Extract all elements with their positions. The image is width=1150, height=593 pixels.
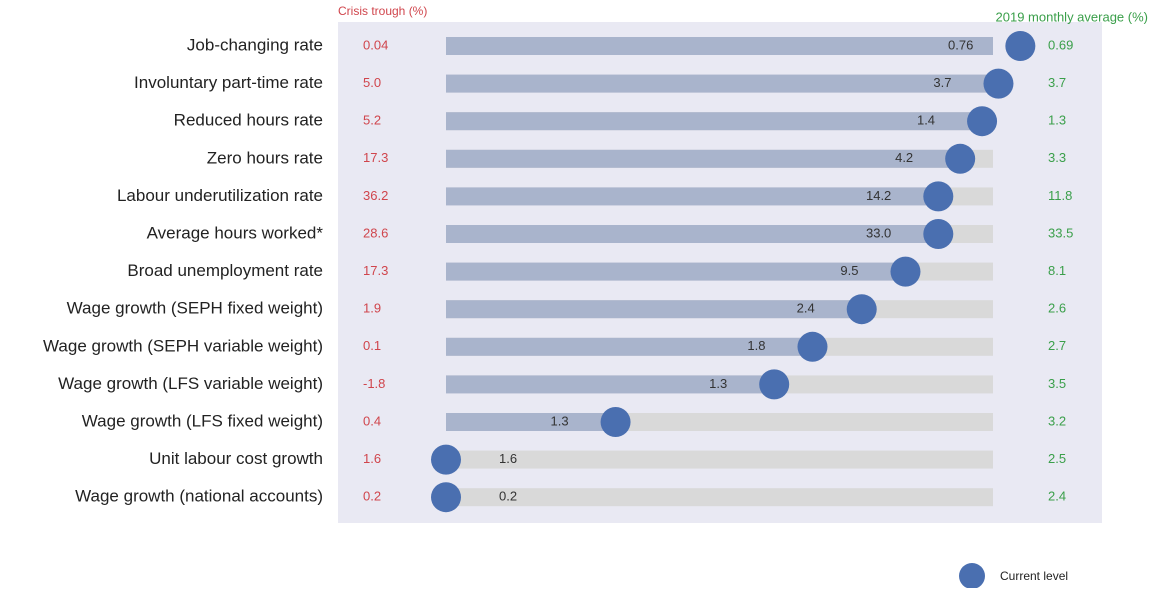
category-label: Wage growth (SEPH fixed weight) bbox=[67, 299, 323, 318]
category-label: Involuntary part-time rate bbox=[134, 73, 323, 92]
average-value: 11.8 bbox=[1048, 188, 1072, 203]
trough-value: 0.1 bbox=[363, 338, 381, 353]
trough-value: 17.3 bbox=[363, 263, 388, 278]
current-dot bbox=[431, 444, 461, 475]
category-label: Wage growth (LFS variable weight) bbox=[58, 374, 323, 393]
trough-value: 5.0 bbox=[363, 75, 381, 90]
trough-value: 0.4 bbox=[363, 413, 381, 428]
trough-value: 5.2 bbox=[363, 113, 381, 128]
trough-value: 0.2 bbox=[363, 489, 381, 504]
progress-bar bbox=[446, 337, 813, 356]
current-dot bbox=[923, 181, 954, 212]
current-dot bbox=[967, 106, 998, 137]
progress-bar bbox=[446, 262, 906, 281]
current-value: 1.4 bbox=[917, 113, 935, 128]
average-value: 3.3 bbox=[1048, 150, 1066, 165]
current-dot bbox=[983, 68, 1014, 99]
current-dot bbox=[431, 482, 461, 513]
category-label: Reduced hours rate bbox=[174, 111, 323, 130]
current-value: 33.0 bbox=[866, 225, 891, 240]
progress-bar bbox=[446, 112, 983, 131]
average-value: 2.7 bbox=[1048, 338, 1066, 353]
category-label: Labour underutilization rate bbox=[117, 186, 323, 205]
current-dot bbox=[759, 369, 790, 400]
current-value: 3.7 bbox=[933, 75, 951, 90]
average-value: 8.1 bbox=[1048, 263, 1066, 278]
current-dot bbox=[846, 294, 877, 325]
current-value: 1.3 bbox=[709, 376, 727, 391]
current-dot bbox=[945, 143, 976, 174]
progress-bar bbox=[446, 149, 961, 168]
current-value: 2.4 bbox=[797, 301, 815, 316]
average-value: 33.5 bbox=[1048, 225, 1073, 240]
current-value: 4.2 bbox=[895, 150, 913, 165]
category-label: Unit labour cost growth bbox=[149, 449, 323, 468]
average-value: 3.7 bbox=[1048, 75, 1066, 90]
progress-bar bbox=[446, 225, 939, 243]
legend-dot bbox=[959, 563, 985, 589]
current-dot bbox=[923, 219, 954, 249]
category-label: Wage growth (national accounts) bbox=[75, 487, 323, 506]
average-value: 3.5 bbox=[1048, 376, 1066, 391]
track bbox=[446, 488, 993, 507]
progress-bar bbox=[446, 300, 862, 319]
trough-value: 1.9 bbox=[363, 301, 381, 316]
trough-value: -1.8 bbox=[363, 376, 385, 391]
progress-bar bbox=[446, 74, 993, 93]
average-value: 2.6 bbox=[1048, 301, 1066, 316]
category-label: Zero hours rate bbox=[207, 148, 323, 167]
current-dot bbox=[797, 331, 828, 362]
average-value: 2.4 bbox=[1048, 489, 1066, 504]
current-dot bbox=[890, 256, 921, 287]
category-label: Job-changing rate bbox=[187, 35, 323, 54]
category-label: Wage growth (SEPH variable weight) bbox=[43, 336, 323, 355]
progress-bar bbox=[446, 187, 939, 206]
progress-bar bbox=[446, 413, 616, 431]
progress-bar bbox=[446, 375, 775, 394]
trough-value: 28.6 bbox=[363, 225, 388, 240]
track bbox=[446, 450, 993, 469]
trough-header: Crisis trough (%) bbox=[338, 4, 427, 18]
legend-label: Current level bbox=[1000, 569, 1068, 583]
trough-value: 36.2 bbox=[363, 188, 388, 203]
current-value: 1.3 bbox=[550, 413, 568, 428]
category-label: Wage growth (LFS fixed weight) bbox=[82, 411, 323, 430]
progress-bar bbox=[446, 37, 993, 55]
trough-value: 0.04 bbox=[363, 37, 388, 52]
current-value: 9.5 bbox=[840, 263, 858, 278]
average-value: 2.5 bbox=[1048, 451, 1066, 466]
trough-value: 17.3 bbox=[363, 150, 388, 165]
average-value: 3.2 bbox=[1048, 413, 1066, 428]
category-label: Broad unemployment rate bbox=[127, 261, 323, 280]
current-value: 0.76 bbox=[948, 37, 973, 52]
category-label: Average hours worked* bbox=[147, 223, 324, 242]
trough-value: 1.6 bbox=[363, 451, 381, 466]
current-value: 14.2 bbox=[866, 188, 891, 203]
current-dot bbox=[600, 407, 631, 437]
average-header: 2019 monthly average (%) bbox=[996, 9, 1148, 24]
average-value: 0.69 bbox=[1048, 37, 1073, 52]
average-value: 1.3 bbox=[1048, 113, 1066, 128]
current-value: 0.2 bbox=[499, 489, 517, 504]
current-value: 1.8 bbox=[747, 338, 765, 353]
current-value: 1.6 bbox=[499, 451, 517, 466]
current-dot bbox=[1005, 31, 1036, 61]
